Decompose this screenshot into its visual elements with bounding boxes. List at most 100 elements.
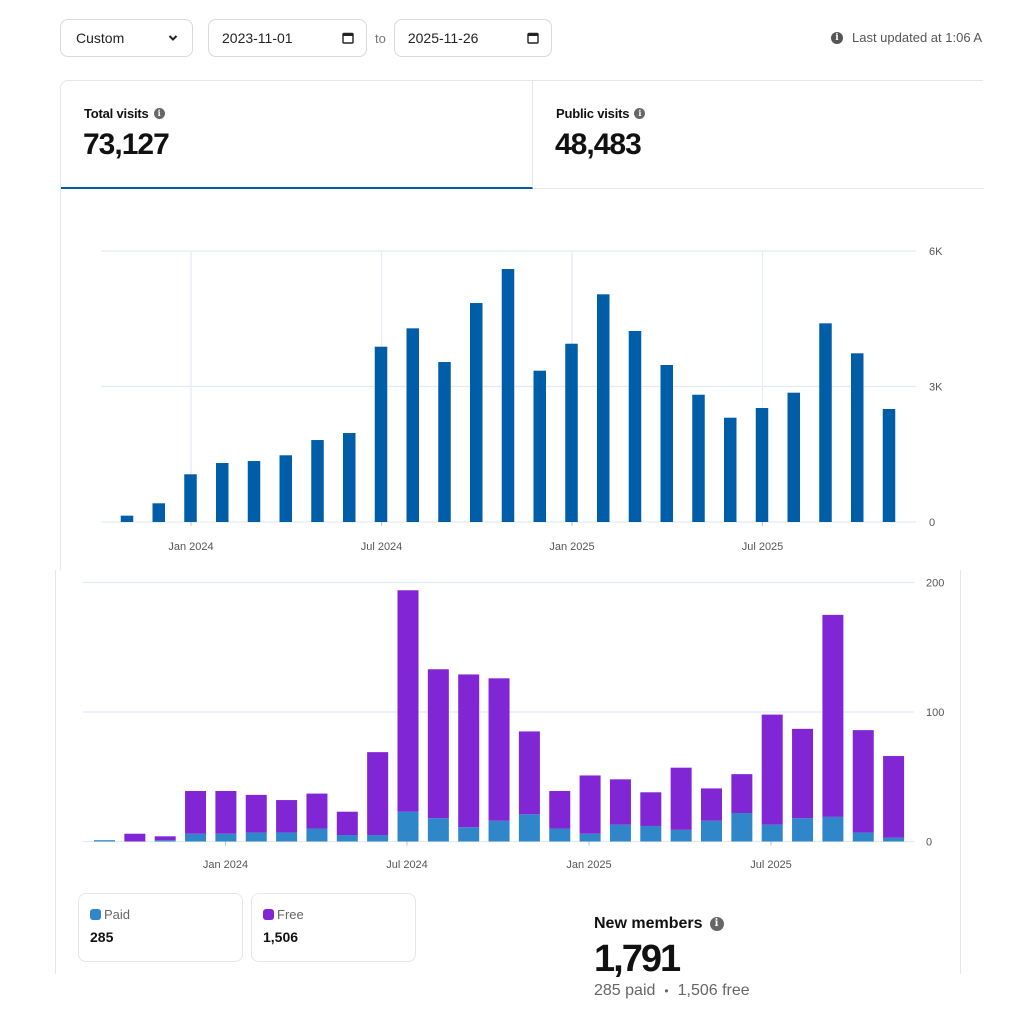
y-tick-label: 200 (926, 578, 944, 590)
bar-paid (701, 820, 722, 842)
legend-value: 1,506 (263, 929, 299, 945)
bar-visits (882, 408, 896, 522)
bar-visits (374, 346, 388, 522)
calendar-icon[interactable] (527, 32, 539, 44)
legend-value: 285 (90, 929, 114, 945)
start-date-input[interactable]: 2023-11-01 (208, 19, 367, 57)
end-date-input[interactable]: 2025-11-26 (393, 19, 552, 57)
bar-visits (343, 433, 356, 522)
x-tick-label: Jul 2025 (750, 859, 792, 871)
bar-paid (245, 832, 267, 842)
bar-free (154, 836, 176, 841)
bar-paid (792, 818, 814, 842)
new-members-value: 1,791 (594, 938, 681, 980)
tab-total-visits[interactable]: Total visits i 73,127 (61, 81, 533, 189)
bar-visits (247, 461, 261, 522)
bar-visits (470, 303, 483, 522)
bar-paid (883, 837, 905, 842)
bar-visits (660, 365, 673, 522)
calendar-icon[interactable] (342, 32, 354, 44)
info-icon[interactable]: i (634, 108, 646, 119)
bar-free (609, 779, 631, 825)
bar-visits (755, 407, 769, 522)
last-updated: i Last updated at 1:06 A (831, 30, 1024, 45)
bar-visits (152, 503, 165, 522)
bar-paid (336, 835, 358, 842)
bar-paid (609, 824, 631, 842)
members-card (55, 570, 961, 974)
y-tick-label: 0 (926, 837, 932, 849)
bar-paid (276, 832, 298, 842)
bar-paid (852, 832, 874, 842)
bar-visits (787, 392, 800, 522)
new-members-title: New members (594, 915, 703, 932)
bar-free (731, 774, 753, 814)
paid-swatch-icon (90, 909, 101, 920)
bar-visits (279, 455, 292, 522)
bar-paid (215, 833, 237, 842)
bar-paid (670, 829, 692, 842)
date-range-select[interactable]: Custom (60, 19, 193, 57)
bar-paid (306, 828, 328, 842)
info-icon[interactable]: i (831, 31, 843, 44)
bar-free (518, 731, 540, 815)
bar-free (640, 792, 662, 826)
bar-paid (640, 825, 662, 842)
bar-free (670, 767, 692, 830)
bar-free (792, 728, 814, 819)
bar-paid (549, 828, 571, 842)
to-label: to (375, 30, 386, 46)
bar-visits (819, 323, 832, 522)
bar-free (336, 811, 358, 836)
visits-chart: 0 3K 6K Jan 2024 Jul 2024 Jan 2025 Jul 2025 (101, 246, 943, 553)
bar-free (822, 614, 844, 817)
x-tick-label: Jan 2025 (566, 859, 611, 871)
bar-free (549, 790, 571, 829)
bar-paid (427, 818, 449, 842)
bar-free (488, 678, 510, 821)
bar-visits (501, 269, 515, 522)
bar-free (397, 590, 419, 812)
x-tick-label: Jul 2024 (386, 859, 428, 871)
bar-visits (311, 440, 324, 522)
paid-count-text: 285 paid (594, 982, 656, 999)
bar-paid (185, 833, 207, 842)
bar-free (306, 793, 328, 829)
legend-paid[interactable]: Paid 285 (78, 893, 243, 962)
tab-label: Public visits (556, 106, 630, 121)
x-tick-label: Jul 2025 (742, 541, 784, 553)
bar-free (276, 800, 298, 833)
legend-free[interactable]: Free 1,506 (251, 893, 416, 962)
separator-dot: • (664, 984, 669, 998)
bar-paid (397, 811, 419, 842)
bar-paid (579, 833, 601, 842)
info-icon[interactable]: i (709, 917, 724, 931)
bar-paid (761, 824, 783, 842)
bar-free (852, 730, 874, 833)
bar-free (701, 788, 722, 821)
tab-public-visits[interactable]: Public visits i 48,483 (533, 81, 984, 189)
x-tick-label: Jan 2025 (549, 541, 594, 553)
members-chart: 0 100 200 Jan 2024 Jul 2024 Jan 2025 Jul 2025 (83, 578, 944, 871)
bar-visits (692, 394, 705, 522)
tab-value: 73,127 (83, 128, 170, 161)
y-tick-label: 0 (929, 517, 935, 529)
x-tick-label: Jan 2024 (168, 541, 213, 553)
bar-paid (94, 840, 115, 842)
bar-visits (724, 417, 737, 522)
bar-free (579, 775, 601, 834)
toolbar: Custom 2023-11-01 to 2025-11-26 (60, 19, 552, 57)
bar-visits (533, 370, 546, 522)
chevron-down-icon (168, 35, 178, 41)
bar-visits (597, 294, 610, 522)
bar-free (245, 794, 267, 833)
bar-paid (822, 816, 844, 842)
y-tick-label: 100 (926, 707, 944, 719)
bar-free (427, 669, 449, 819)
info-icon[interactable]: i (153, 108, 165, 119)
bar-free (215, 790, 237, 834)
bar-paid (154, 840, 176, 842)
bar-free (124, 833, 146, 842)
bar-visits (406, 328, 419, 522)
